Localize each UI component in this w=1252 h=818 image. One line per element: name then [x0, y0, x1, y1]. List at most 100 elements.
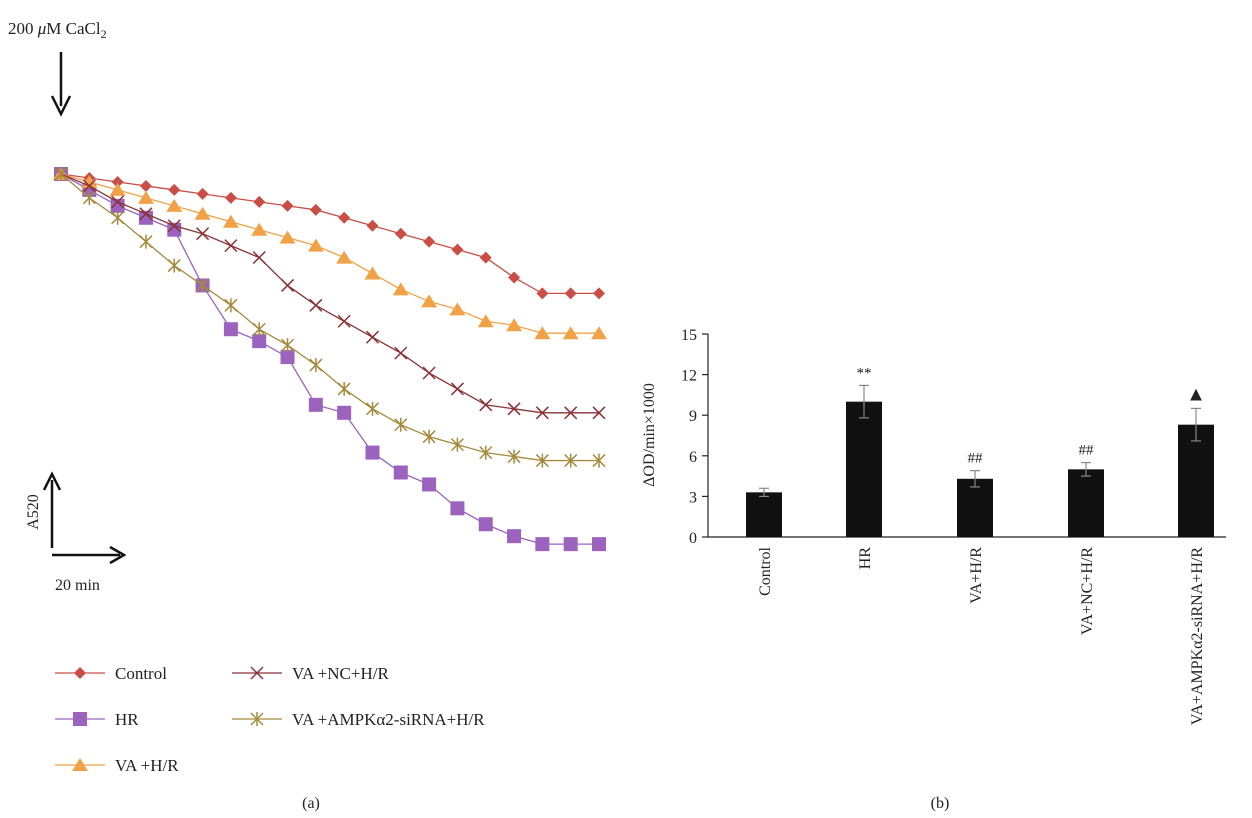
bars: Control ** HR ## VA+H/R ## VA+NC+H/R ▲ VA+AMPKα2…: [746, 365, 1214, 725]
bar: [846, 401, 882, 537]
data-point: [421, 294, 438, 308]
legend-item: VA +NC+H/R: [232, 664, 389, 683]
bar-group: ** HR: [846, 365, 882, 569]
legend-label: VA +NC+H/R: [292, 664, 389, 683]
legend: Control HR VA +H/R VA +NC+H/R VA +AMPKα2-siR…: [55, 664, 485, 775]
data-point: [253, 195, 266, 208]
bar-group: ## VA+NC+H/R: [1068, 443, 1104, 635]
bar: [746, 492, 782, 537]
scale-y-label: A520: [25, 494, 42, 530]
legend-item: HR: [55, 710, 139, 729]
data-point: [280, 338, 295, 353]
data-point: [393, 465, 408, 480]
data-point: [309, 298, 323, 312]
bar: [1178, 424, 1214, 537]
data-point: [308, 397, 323, 412]
data-point: [336, 250, 353, 264]
y-tick-label: 9: [689, 408, 697, 425]
data-point: [592, 453, 606, 468]
data-point: [394, 346, 408, 360]
series-line: [60, 173, 599, 295]
line-chart-panel-a: 200 μM CaCl2 A520 20 min Control HR VA +H/…: [8, 19, 607, 812]
legend-marker: [73, 712, 87, 726]
data-point: [309, 358, 323, 373]
data-point: [281, 199, 294, 212]
data-point: [535, 537, 550, 552]
bar-group: Control: [746, 487, 782, 596]
error-bar: [759, 487, 769, 497]
data-point: [109, 182, 126, 196]
data-point: [535, 406, 549, 420]
data-point: [450, 382, 464, 396]
data-point: [252, 322, 266, 337]
data-point: [394, 417, 408, 432]
data-point: [563, 537, 578, 552]
scale-bar: A520 20 min: [25, 471, 127, 594]
data-point: [392, 282, 409, 296]
data-point: [365, 401, 380, 416]
data-point: [364, 266, 381, 280]
data-point: [280, 278, 295, 292]
data-point: [54, 167, 68, 181]
data-point: [507, 449, 521, 464]
bar-chart-panel-b: 0 3 6 9 12 15 ΔOD/min×1000 Control ** HR ## VA+H/…: [641, 327, 1226, 812]
data-point: [365, 445, 380, 460]
legend-item: VA +AMPKα2-siRNA+H/R: [232, 710, 485, 729]
data-point: [224, 191, 237, 204]
y-tick-label: 3: [689, 489, 697, 506]
data-point: [564, 287, 577, 300]
data-point: [279, 230, 296, 244]
error-bar: [859, 384, 869, 419]
legend-item: Control: [55, 664, 167, 683]
bar: [1068, 469, 1104, 537]
data-point: [365, 330, 380, 344]
data-point: [534, 326, 551, 340]
data-point: [506, 318, 523, 332]
data-point: [422, 429, 436, 444]
significance-marker: **: [857, 365, 872, 381]
series-va-nc-h-r: [54, 167, 606, 420]
data-point: [535, 453, 549, 468]
data-point: [252, 251, 266, 265]
data-point: [337, 405, 352, 420]
data-point: [111, 195, 125, 209]
data-point: [479, 398, 493, 412]
data-point: [449, 302, 466, 316]
data-point: [477, 314, 494, 328]
series-layer: [53, 167, 607, 552]
data-point: [338, 211, 351, 224]
data-point: [479, 445, 493, 460]
bar-group: ▲ VA+AMPKα2-siRNA+H/R: [1178, 383, 1214, 725]
x-tick-label: VA+NC+H/R: [1079, 547, 1096, 635]
y-tick-label: 6: [689, 449, 697, 466]
significance-marker: ▲: [1186, 383, 1206, 405]
data-point: [337, 314, 351, 328]
data-point: [110, 198, 125, 213]
data-point: [507, 529, 522, 544]
data-point: [139, 207, 153, 221]
y-tick-label: 15: [681, 327, 697, 344]
down-arrow-icon: [50, 52, 72, 117]
y-ticks: 0 3 6 9 12 15: [681, 327, 708, 547]
data-point: [309, 203, 322, 216]
data-point: [422, 477, 437, 492]
data-point: [422, 366, 436, 380]
legend-label: Control: [115, 664, 167, 683]
data-point: [450, 501, 465, 516]
data-point: [451, 243, 464, 256]
panel-b-label: (b): [931, 795, 950, 812]
legend-item: VA +H/R: [55, 756, 179, 775]
data-point: [307, 238, 324, 252]
data-point: [82, 190, 96, 205]
series-hr: [54, 167, 606, 552]
y-tick-label: 0: [689, 530, 697, 547]
data-point: [450, 437, 464, 452]
right-arrow-icon: [52, 545, 127, 565]
error-bar: [970, 470, 980, 488]
data-point: [166, 198, 183, 212]
data-point: [111, 175, 124, 188]
data-point: [167, 219, 181, 233]
data-point: [224, 239, 238, 253]
data-point: [222, 214, 239, 228]
